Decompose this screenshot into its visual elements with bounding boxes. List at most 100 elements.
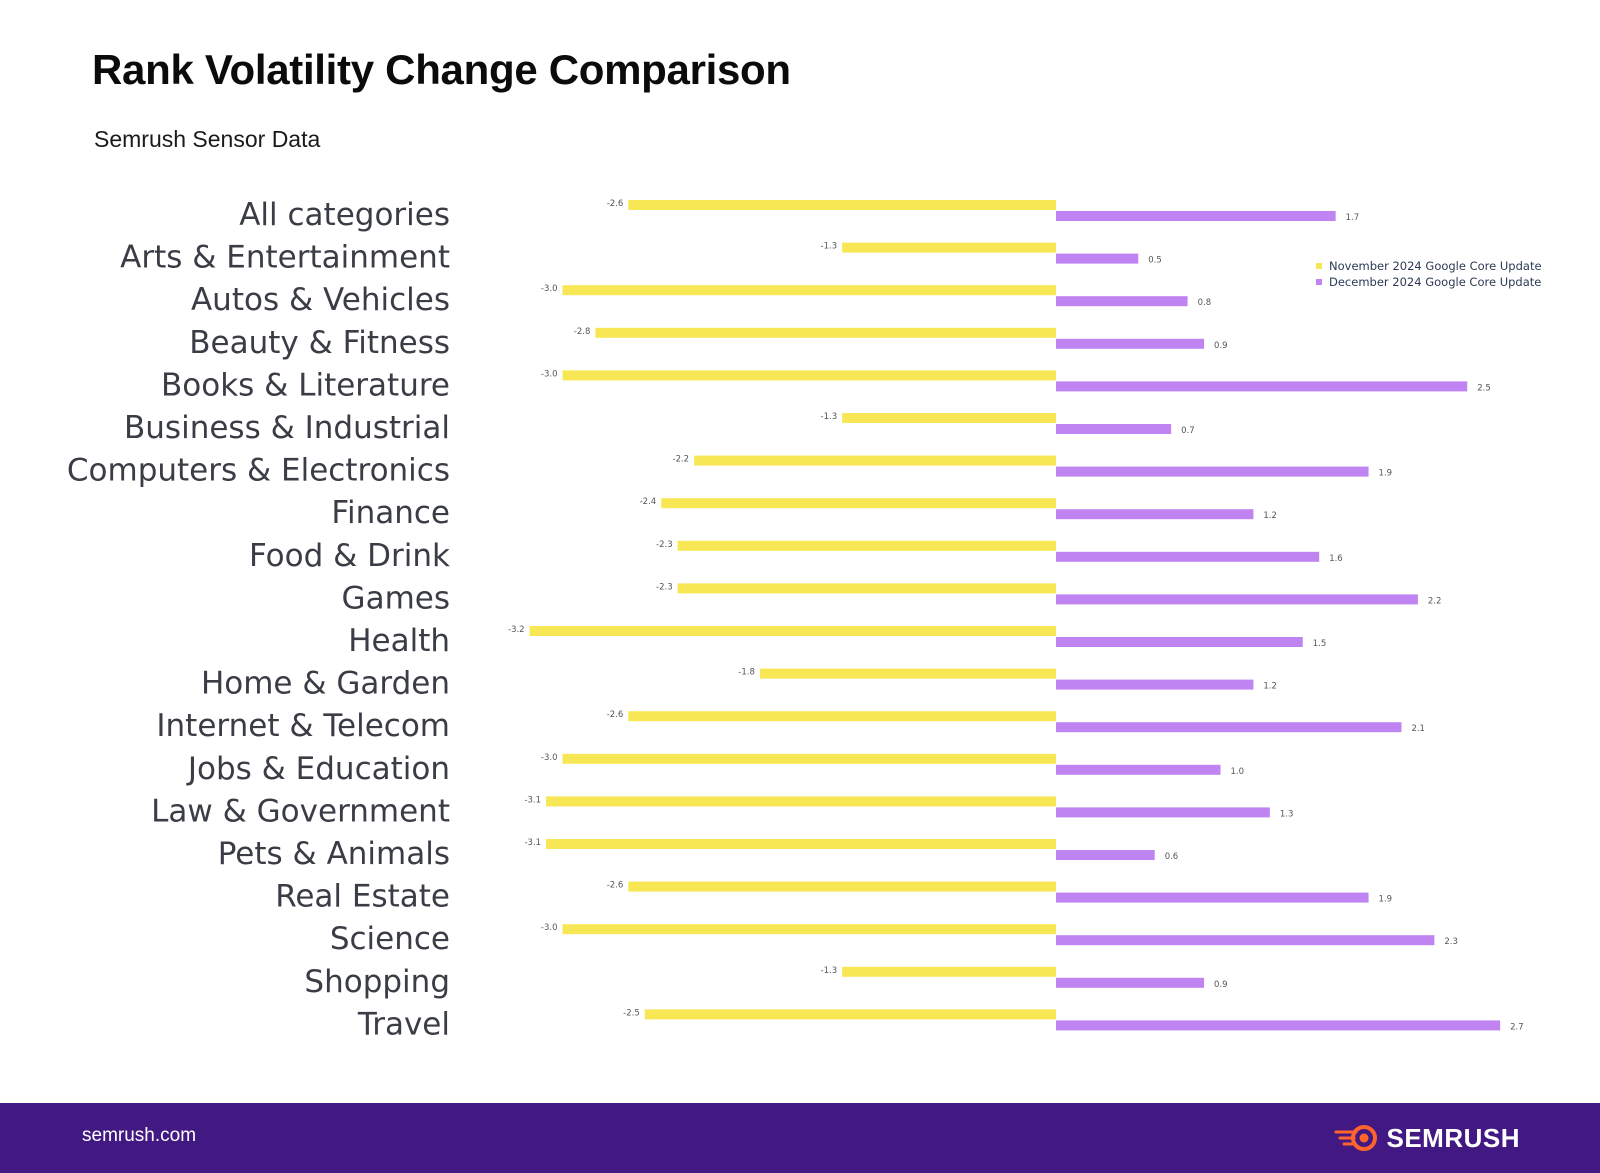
footer-url[interactable]: semrush.com bbox=[82, 1125, 197, 1146]
value-label-november-finance: -2.4 bbox=[640, 497, 657, 507]
bar-december-jobs-education bbox=[1056, 764, 1221, 775]
value-label-november-real-estate: -2.6 bbox=[607, 881, 624, 891]
bar-december-food-drink bbox=[1056, 551, 1320, 562]
bar-november-food-drink bbox=[677, 540, 1056, 551]
category-label-arts-entertainment: Arts & Entertainment bbox=[120, 240, 450, 276]
value-label-november-internet-telecom: -2.6 bbox=[607, 710, 624, 720]
bar-december-health bbox=[1056, 637, 1303, 647]
bar-november-all-categories bbox=[628, 200, 1056, 210]
bar-december-internet-telecom bbox=[1056, 722, 1402, 733]
value-label-december-business-industrial: 0.7 bbox=[1181, 426, 1195, 436]
category-label-internet-telecom: Internet & Telecom bbox=[156, 708, 450, 744]
bar-november-computers-electronics bbox=[694, 455, 1056, 466]
bar-november-home-garden bbox=[759, 668, 1056, 679]
bar-december-pets-animals bbox=[1056, 850, 1155, 860]
bar-chart: All categories -2.6 1.7 Arts & Entertainmen… bbox=[67, 197, 1524, 1042]
bar-december-finance bbox=[1056, 509, 1254, 520]
value-label-december-law-government: 1.3 bbox=[1280, 809, 1294, 819]
bar-december-real-estate bbox=[1056, 892, 1369, 903]
value-label-december-travel: 2.7 bbox=[1510, 1022, 1524, 1032]
value-label-november-pets-animals: -3.1 bbox=[524, 838, 541, 848]
bar-november-finance bbox=[661, 498, 1056, 509]
value-label-november-shopping: -1.3 bbox=[821, 966, 838, 976]
value-label-november-law-government: -3.1 bbox=[524, 795, 541, 805]
value-label-december-finance: 1.2 bbox=[1263, 511, 1277, 521]
value-label-november-food-drink: -2.3 bbox=[656, 540, 673, 550]
value-label-december-pets-animals: 0.6 bbox=[1165, 852, 1179, 862]
bar-november-internet-telecom bbox=[628, 711, 1056, 722]
chart-title: Rank Volatility Change Comparison bbox=[92, 46, 791, 93]
value-label-december-jobs-education: 1.0 bbox=[1231, 767, 1245, 777]
category-label-finance: Finance bbox=[331, 495, 450, 531]
bar-december-business-industrial bbox=[1056, 424, 1172, 434]
chart-subtitle: Semrush Sensor Data bbox=[94, 126, 321, 152]
value-label-december-shopping: 0.9 bbox=[1214, 980, 1228, 990]
bar-december-computers-electronics bbox=[1056, 466, 1369, 477]
value-label-december-computers-electronics: 1.9 bbox=[1379, 469, 1393, 479]
bar-november-beauty-fitness bbox=[595, 327, 1056, 338]
category-label-law-government: Law & Government bbox=[151, 793, 450, 829]
category-label-real-estate: Real Estate bbox=[275, 879, 450, 915]
category-label-health: Health bbox=[348, 623, 450, 659]
bar-november-jobs-education bbox=[562, 753, 1056, 764]
value-label-december-health: 1.5 bbox=[1313, 639, 1327, 649]
value-label-november-home-garden: -1.8 bbox=[738, 668, 755, 678]
value-label-november-autos-vehicles: -3.0 bbox=[541, 284, 558, 294]
brand-logo: SEMRUSH bbox=[1334, 1121, 1520, 1155]
legend-label-december: December 2024 Google Core Update bbox=[1329, 275, 1542, 289]
bar-december-shopping bbox=[1056, 977, 1205, 988]
bar-december-home-garden bbox=[1056, 679, 1254, 690]
bar-november-books-literature bbox=[562, 370, 1056, 381]
bar-november-real-estate bbox=[628, 881, 1056, 892]
footer-bar: semrush.com SEMRUSH bbox=[0, 1103, 1600, 1173]
category-label-jobs-education: Jobs & Education bbox=[186, 751, 450, 787]
bar-december-arts-entertainment bbox=[1056, 253, 1139, 264]
value-label-december-autos-vehicles: 0.8 bbox=[1198, 298, 1212, 308]
legend-swatch-november bbox=[1316, 263, 1322, 269]
value-label-december-all-categories: 1.7 bbox=[1346, 213, 1360, 223]
category-label-science: Science bbox=[330, 921, 450, 957]
category-label-business-industrial: Business & Industrial bbox=[124, 410, 450, 446]
value-label-december-food-drink: 1.6 bbox=[1329, 554, 1343, 564]
legend-item-november: November 2024 Google Core Update bbox=[1316, 258, 1542, 274]
legend-label-november: November 2024 Google Core Update bbox=[1329, 259, 1542, 273]
bar-november-law-government bbox=[546, 796, 1056, 807]
bar-november-arts-entertainment bbox=[842, 242, 1056, 253]
category-label-shopping: Shopping bbox=[304, 964, 450, 1000]
value-label-december-science: 2.3 bbox=[1444, 937, 1458, 947]
bar-november-travel bbox=[644, 1009, 1056, 1020]
category-label-beauty-fitness: Beauty & Fitness bbox=[189, 325, 450, 361]
value-label-november-science: -3.0 bbox=[541, 923, 558, 933]
bar-november-business-industrial bbox=[842, 413, 1056, 423]
value-label-december-arts-entertainment: 0.5 bbox=[1148, 256, 1162, 266]
bar-december-beauty-fitness bbox=[1056, 338, 1205, 349]
value-label-november-all-categories: -2.6 bbox=[607, 199, 624, 209]
value-label-november-jobs-education: -3.0 bbox=[541, 753, 558, 763]
value-label-november-arts-entertainment: -1.3 bbox=[821, 242, 838, 252]
bar-november-pets-animals bbox=[546, 839, 1056, 849]
category-label-books-literature: Books & Literature bbox=[161, 367, 450, 403]
legend-item-december: December 2024 Google Core Update bbox=[1316, 274, 1542, 290]
category-label-autos-vehicles: Autos & Vehicles bbox=[191, 282, 450, 318]
bar-december-books-literature bbox=[1056, 381, 1468, 392]
value-label-november-business-industrial: -1.3 bbox=[821, 412, 838, 422]
bar-november-games bbox=[677, 583, 1056, 594]
category-label-all-categories: All categories bbox=[239, 197, 450, 233]
bar-november-autos-vehicles bbox=[562, 285, 1056, 296]
value-label-december-internet-telecom: 2.1 bbox=[1411, 724, 1425, 734]
value-label-december-home-garden: 1.2 bbox=[1263, 682, 1277, 692]
category-label-food-drink: Food & Drink bbox=[249, 538, 450, 574]
value-label-november-travel: -2.5 bbox=[623, 1008, 640, 1018]
value-label-november-books-literature: -3.0 bbox=[541, 369, 558, 379]
value-label-december-books-literature: 2.5 bbox=[1477, 383, 1491, 393]
chart-legend: November 2024 Google Core Update Decembe… bbox=[1316, 258, 1542, 290]
bar-december-science bbox=[1056, 935, 1435, 946]
value-label-november-health: -3.2 bbox=[508, 625, 525, 635]
bar-december-autos-vehicles bbox=[1056, 296, 1188, 307]
value-label-november-games: -2.3 bbox=[656, 582, 673, 592]
category-label-computers-electronics: Computers & Electronics bbox=[67, 453, 450, 489]
bar-december-all-categories bbox=[1056, 211, 1336, 221]
value-label-november-computers-electronics: -2.2 bbox=[673, 455, 690, 465]
category-label-travel: Travel bbox=[357, 1006, 450, 1042]
bar-november-shopping bbox=[842, 966, 1056, 977]
